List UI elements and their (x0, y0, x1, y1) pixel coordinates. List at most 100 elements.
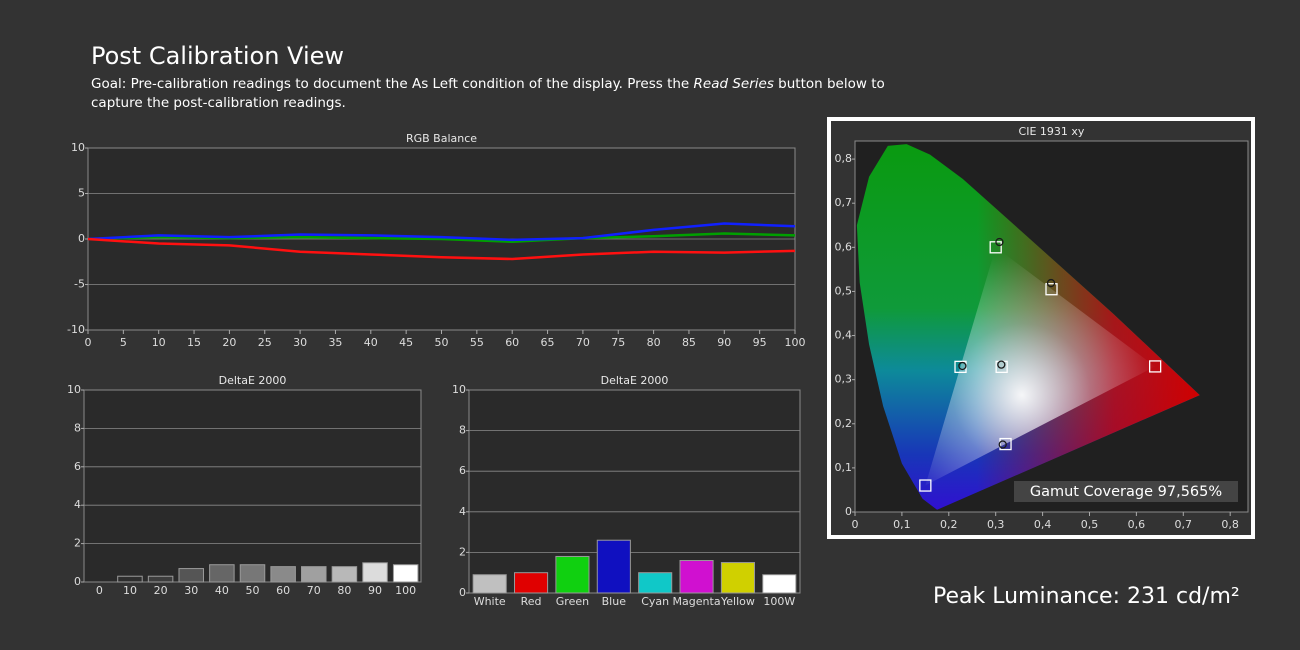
y-tick-label: 6 (459, 464, 466, 477)
x-tick-label: 0,3 (987, 518, 1005, 531)
chart-title: RGB Balance (406, 132, 477, 145)
y-tick-label: 0,4 (835, 329, 853, 342)
bar (301, 566, 327, 583)
bar (596, 539, 631, 594)
x-tick-label: Cyan (641, 595, 669, 608)
x-tick-label: 30 (184, 584, 198, 597)
y-tick-label: 0,8 (835, 152, 853, 165)
x-tick-label: 50 (246, 584, 260, 597)
y-tick-label: 0 (459, 586, 466, 599)
y-tick-label: 0,2 (835, 417, 853, 430)
plot-area (468, 389, 801, 594)
y-tick-label: 2 (74, 537, 81, 550)
x-tick-label: 80 (337, 584, 351, 597)
x-tick-label: 0,7 (1175, 518, 1193, 531)
bar (209, 564, 235, 583)
x-tick-label: 75 (611, 336, 625, 349)
bar (679, 560, 714, 594)
x-tick-label: 60 (505, 336, 519, 349)
x-tick-label: Yellow (720, 595, 755, 608)
x-tick-label: 20 (154, 584, 168, 597)
y-tick-label: 4 (74, 498, 81, 511)
goal-text: Goal: Pre-calibration readings to docume… (91, 75, 901, 113)
target-gamut (925, 247, 1156, 486)
x-tick-label: 5 (120, 336, 127, 349)
annotation-box (1014, 481, 1238, 502)
x-tick-label: 0,5 (1081, 518, 1099, 531)
bar (178, 568, 204, 583)
measured-point (1046, 278, 1056, 288)
y-tick-label: 8 (74, 421, 81, 434)
y-tick-label: -5 (74, 278, 85, 291)
cie-panel-border (827, 117, 1255, 539)
series-line (87, 237, 796, 261)
target-point (919, 479, 932, 492)
x-tick-label: Red (521, 595, 542, 608)
bar (362, 562, 388, 583)
goal-text-part: Goal: Pre-calibration readings to docume… (91, 76, 694, 92)
x-tick-label: 30 (293, 336, 307, 349)
goal-text-part: button below to capture the post-calibra… (91, 76, 885, 111)
bar (762, 574, 797, 594)
y-tick-label: 0,6 (835, 240, 853, 253)
bar (638, 572, 673, 594)
x-tick-label: 90 (717, 336, 731, 349)
x-tick-label: 65 (541, 336, 555, 349)
x-tick-label: Blue (602, 595, 627, 608)
bar (117, 575, 143, 583)
y-tick-label: 0,5 (835, 284, 853, 297)
measured-point (958, 361, 967, 371)
y-tick-label: 6 (74, 460, 81, 473)
x-tick-label: Magenta (673, 595, 721, 608)
y-tick-label: 10 (452, 383, 466, 396)
y-tick-label: 0,1 (835, 461, 853, 474)
page-title: Post Calibration View (91, 42, 345, 70)
y-tick-label: 2 (459, 545, 466, 558)
x-tick-label: 10 (123, 584, 137, 597)
x-tick-label: Green (556, 595, 589, 608)
x-tick-label: 100 (395, 584, 416, 597)
peak-luminance: Peak Luminance: 231 cd/m² (933, 584, 1240, 609)
x-tick-label: 40 (364, 336, 378, 349)
bar (392, 564, 419, 583)
x-tick-label: 20 (222, 336, 236, 349)
x-tick-label: 0,4 (1034, 518, 1052, 531)
bar (514, 572, 549, 594)
target-point (1148, 360, 1162, 373)
y-tick-label: 8 (459, 424, 466, 437)
x-tick-label: 0 (96, 584, 103, 597)
measured-point (998, 440, 1007, 449)
y-tick-label: 0,3 (835, 373, 853, 386)
x-tick-label: 50 (435, 336, 449, 349)
bar (720, 562, 755, 594)
x-tick-label: 0 (852, 518, 859, 531)
goal-emphasis: Read Series (693, 76, 774, 92)
y-tick-label: -10 (67, 323, 85, 336)
chart-title: DeltaE 2000 (219, 374, 287, 387)
x-tick-label: 80 (647, 336, 661, 349)
bar (331, 566, 358, 583)
x-tick-label: 0,2 (940, 518, 958, 531)
x-tick-label: 0,1 (893, 518, 911, 531)
x-tick-label: 70 (576, 336, 590, 349)
x-tick-label: 55 (470, 336, 484, 349)
plot-area (83, 389, 422, 583)
x-tick-label: 40 (215, 584, 229, 597)
y-tick-label: 0 (78, 232, 85, 245)
x-tick-label: 35 (328, 336, 342, 349)
y-tick-label: 10 (71, 141, 85, 154)
x-tick-label: White (474, 595, 506, 608)
measured-point (997, 360, 1006, 369)
y-tick-label: 0,7 (835, 196, 853, 209)
target-point (999, 437, 1012, 451)
bar (555, 555, 590, 594)
bar (147, 575, 174, 583)
bar (239, 564, 266, 583)
x-tick-label: 100 (785, 336, 806, 349)
bar (270, 566, 296, 583)
chart-title: CIE 1931 xy (1019, 125, 1085, 138)
measured-point (995, 237, 1004, 247)
x-tick-label: 15 (187, 336, 201, 349)
